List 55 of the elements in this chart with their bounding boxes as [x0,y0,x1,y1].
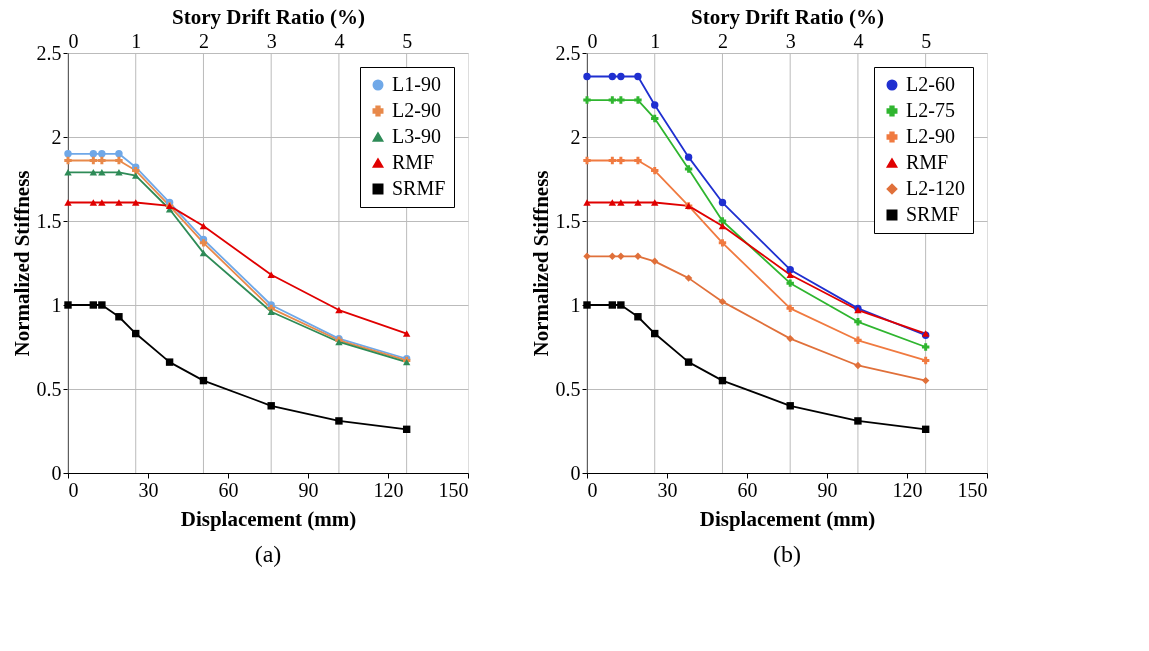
x2-tick-label: 4 [853,29,864,52]
y-axis-title: Normalized Stiffness [9,170,34,357]
x-axis-title: Displacement (mm) [699,506,876,531]
x-tick-label: 150 [957,478,988,501]
y-tick-label: 0.5 [555,377,581,400]
x-tick-label: 150 [438,478,469,501]
x-tick-label: 60 [218,478,239,501]
x2-tick-label: 2 [717,29,728,52]
x2-tick-label: 5 [921,29,932,52]
y-tick-label: 0 [51,461,62,484]
x2-tick-label: 4 [334,29,345,52]
y-tick-label: 0.5 [36,377,62,400]
text: (b) [773,541,801,567]
x-tick-label: 90 [817,478,838,501]
legend-label: L2-90 [392,99,441,121]
x2-axis-title: Story Drift Ratio (%) [690,4,885,29]
y-tick-label: 0 [570,461,581,484]
legend-label: RMF [906,151,949,173]
x2-tick-label: 2 [198,29,209,52]
legend-label: L2-60 [906,73,955,95]
x-tick-label: 0 [587,478,598,501]
x-tick-label: 0 [68,478,79,501]
x2-tick-label: 1 [131,29,142,52]
legend-label: L1-90 [392,73,441,95]
legend-label: L3-90 [392,125,441,147]
y-tick-label: 1.5 [555,209,581,232]
x2-tick-label: 3 [266,29,277,52]
text: (a) [254,541,282,567]
y-tick-label: 1 [570,293,581,316]
x-tick-label: 90 [298,478,319,501]
x-tick-label: 120 [373,478,404,501]
x-axis-title: Displacement (mm) [180,506,357,531]
y-tick-label: 2.5 [36,41,62,64]
legend-label: L2-90 [906,125,955,147]
legend-label: L2-120 [906,177,965,199]
x-tick-label: 30 [657,478,678,501]
legend-label: L2-75 [906,99,955,121]
y-axis-title: Normalized Stiffness [528,170,553,357]
x2-tick-label: 1 [650,29,661,52]
x2-tick-label: 5 [402,29,413,52]
x2-axis-title: Story Drift Ratio (%) [171,4,366,29]
x2-tick-label: 3 [785,29,796,52]
x2-tick-label: 0 [68,29,79,52]
legend-label: SRMF [906,203,960,225]
x2-tick-label: 0 [587,29,598,52]
y-tick-label: 2 [570,125,581,148]
y-tick-label: 2.5 [555,41,581,64]
x-tick-label: 120 [892,478,923,501]
y-tick-label: 1 [51,293,62,316]
legend-label: RMF [392,151,435,173]
x-tick-label: 30 [138,478,159,501]
y-tick-label: 2 [51,125,62,148]
legend-label: SRMF [392,177,446,199]
x-tick-label: 60 [737,478,758,501]
y-tick-label: 1.5 [36,209,62,232]
